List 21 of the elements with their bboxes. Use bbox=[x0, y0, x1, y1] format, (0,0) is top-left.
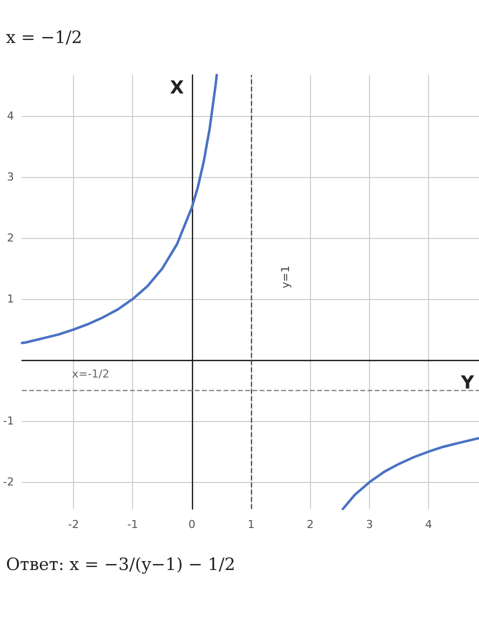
y-axis-title: X bbox=[170, 78, 184, 98]
x-tick-label: 4 bbox=[425, 518, 432, 531]
line-series bbox=[342, 436, 479, 510]
x-tick-label: 1 bbox=[248, 518, 255, 531]
y-tick-label: 3 bbox=[6, 170, 14, 184]
y-tick-label: -2 bbox=[3, 476, 14, 489]
x-tick-label: -1 bbox=[127, 518, 138, 531]
y-tick-label: -1 bbox=[3, 414, 14, 428]
y-tick-label: 4 bbox=[6, 109, 14, 122]
x-tick-label: 3 bbox=[366, 518, 373, 531]
y-tick-label: 1 bbox=[6, 292, 14, 306]
x-tick-label: 0 bbox=[188, 518, 196, 531]
ref-line-label: x=-1/2 bbox=[72, 368, 110, 381]
x-tick-label: -2 bbox=[68, 518, 79, 531]
text: x = −1/2 bbox=[6, 28, 82, 48]
y-tick-label: 2 bbox=[6, 231, 14, 244]
x-tick-label: 2 bbox=[306, 518, 314, 531]
x-axis-title: Y bbox=[460, 372, 475, 394]
text: Ответ: x = −3/(y−1) − 1/2 bbox=[6, 555, 236, 575]
line-series bbox=[20, 74, 218, 344]
ref-line-label: y=1 bbox=[279, 266, 292, 288]
